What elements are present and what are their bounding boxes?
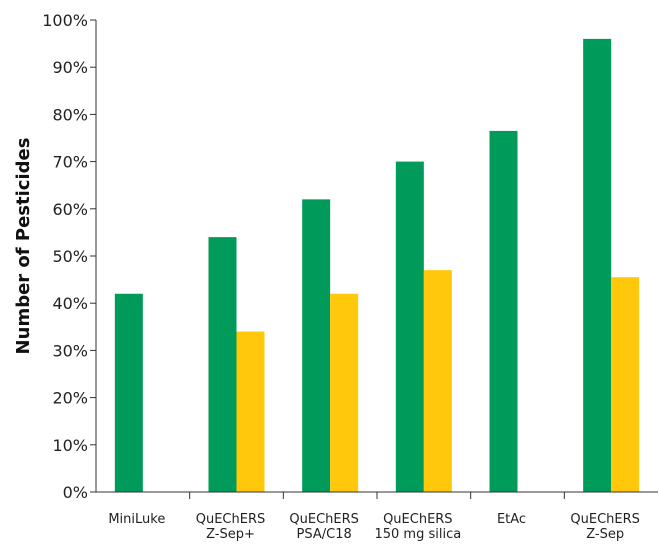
y-tick-label: 80% xyxy=(52,105,88,124)
bar-series-1-cat-4 xyxy=(395,161,424,492)
bars xyxy=(114,38,640,493)
x-category-label: QuEChERS xyxy=(570,512,640,527)
y-axis-title-group: Number of Pesticides xyxy=(13,138,34,355)
bar-series-1-cat-6 xyxy=(583,38,612,492)
x-category-label: EtAc xyxy=(497,512,526,527)
y-tick-label: 0% xyxy=(63,483,88,502)
bar-series-1-cat-3 xyxy=(302,199,331,493)
y-tick-label: 90% xyxy=(52,58,88,77)
y-tick-label: 10% xyxy=(52,436,88,455)
x-category-label: QuEChERS xyxy=(383,512,453,527)
x-axis-labels: MiniLuke QuEChERSZ-Sep+QuEChERSPSA/C18QuE… xyxy=(108,512,640,542)
x-category-label: QuEChERS xyxy=(289,512,359,527)
y-tick-label: 70% xyxy=(52,153,88,172)
x-category-label: MiniLuke xyxy=(108,512,165,527)
bar-series-1-cat-1 xyxy=(114,293,143,492)
x-category-label: 150 mg silica xyxy=(374,527,461,542)
y-axis-title: Number of Pesticides xyxy=(13,138,34,355)
y-axis-ticks: 0% 10% 20% 30% 40% 50% 60% 70% 80% 90% 100% xyxy=(42,11,96,502)
y-tick-label: 20% xyxy=(52,389,88,408)
bar-series-2-cat-6 xyxy=(611,277,640,492)
bar-series-2-cat-4 xyxy=(423,270,452,492)
axes xyxy=(95,20,658,499)
y-tick-label: 60% xyxy=(52,200,88,219)
x-category-label: Z-Sep xyxy=(586,527,624,542)
x-category-label: Z-Sep+ xyxy=(206,527,255,542)
bar-series-2-cat-3 xyxy=(330,293,359,492)
x-category-label: QuEChERS xyxy=(196,512,266,527)
x-category-label: PSA/C18 xyxy=(297,527,352,542)
y-tick-label: 30% xyxy=(52,341,88,360)
bar-series-2-cat-2 xyxy=(236,331,265,492)
bar-series-1-cat-2 xyxy=(208,237,237,492)
y-tick-label: 100% xyxy=(42,11,88,30)
bar-series-1-cat-5 xyxy=(489,130,518,493)
y-tick-label: 40% xyxy=(52,294,88,313)
y-tick-label: 50% xyxy=(52,247,88,266)
